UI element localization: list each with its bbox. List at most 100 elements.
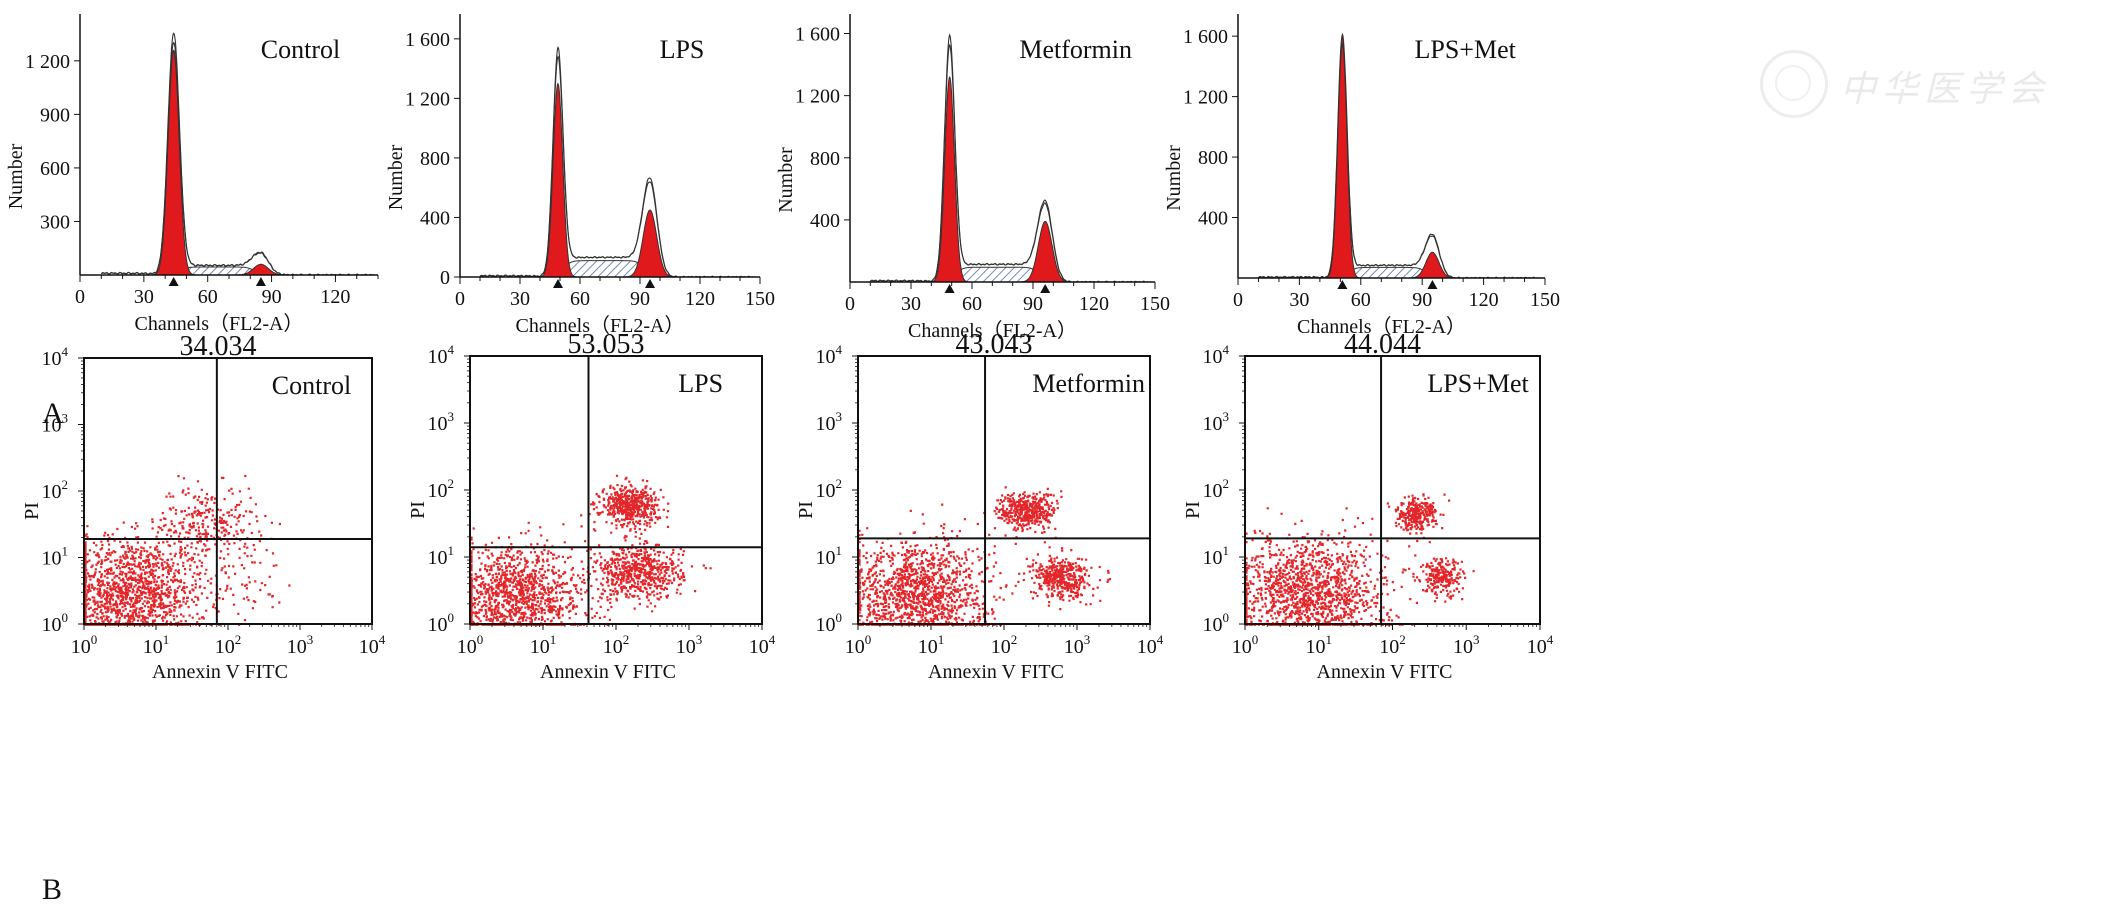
- y-axis-label: Number: [775, 147, 797, 213]
- y-tick-exponent: 1: [836, 543, 843, 558]
- x-tick-label: 103: [1064, 632, 1091, 658]
- x-tick-exponent: 2: [235, 632, 242, 647]
- peak-marker: [553, 279, 563, 288]
- histogram-title: Metformin: [1019, 35, 1132, 64]
- y-tick-label: 102: [1203, 476, 1230, 502]
- y-axis-label: Number: [385, 144, 407, 210]
- dotplot-title: LPS+Met: [1427, 369, 1529, 398]
- x-tick-label: 104: [749, 632, 776, 658]
- x-tick-label: 90: [1023, 293, 1043, 315]
- y-tick-exponent: 4: [1223, 342, 1230, 357]
- x-tick-label: 120: [320, 286, 350, 308]
- event-dots: [1386, 493, 1451, 539]
- y-tick-exponent: 2: [62, 477, 69, 492]
- x-tick-label: 60: [1351, 289, 1371, 311]
- y-tick-label: 1 600: [795, 24, 840, 46]
- x-tick-exponent: 2: [1399, 632, 1406, 647]
- x-tick-exponent: 0: [477, 632, 484, 647]
- event-dots: [130, 474, 281, 573]
- dotplot-title: LPS: [678, 369, 723, 398]
- histogram-panel-4: 0 30 60 90 120 150 400 800 1 200 1 600 LPS+Met Chan…: [1163, 14, 1560, 338]
- x-tick-label: 150: [1140, 293, 1170, 315]
- x-axis-label: Channels（FL2-A）: [516, 314, 685, 337]
- event-dots: [558, 534, 712, 613]
- x-tick-label: 104: [1527, 632, 1554, 658]
- s-phase-area: [480, 260, 756, 278]
- plot-top-label: 53.053: [568, 329, 645, 360]
- y-tick-label: 1 600: [1183, 26, 1228, 48]
- x-tick-label: 120: [685, 288, 715, 310]
- x-tick-label: 102: [215, 632, 242, 658]
- y-tick-exponent: 4: [62, 344, 69, 359]
- plot-top-label: 43.043: [956, 329, 1033, 360]
- y-tick-label: 1 200: [1183, 87, 1228, 109]
- histogram-title: LPS: [660, 35, 705, 64]
- x-axis-label: Annexin V FITC: [152, 661, 288, 683]
- x-axis-label: Channels（FL2-A）: [135, 312, 304, 335]
- x-tick-exponent: 4: [1547, 632, 1554, 647]
- cell-population-1: [858, 503, 1026, 626]
- y-tick-label: 100: [42, 610, 69, 636]
- y-axis-label: PI: [795, 501, 817, 519]
- y-tick-label: 101: [816, 543, 843, 569]
- scatter-points: [858, 486, 1112, 626]
- scatter-points: [1245, 493, 1475, 626]
- y-tick-label: 103: [1203, 409, 1230, 435]
- x-tick-label: 0: [1233, 289, 1243, 311]
- cell-population-3: [1408, 541, 1475, 603]
- histogram-title: LPS+Met: [1415, 35, 1517, 64]
- event-dots: [580, 474, 670, 543]
- y-tick-exponent: 3: [62, 411, 69, 426]
- y-tick-label: 104: [428, 342, 455, 368]
- x-tick-label: 101: [530, 632, 557, 658]
- x-tick-label: 101: [1306, 632, 1333, 658]
- x-tick-label: 102: [991, 632, 1018, 658]
- peak-marker: [1427, 280, 1438, 289]
- event-dots: [84, 496, 257, 626]
- x-tick-exponent: 1: [938, 632, 945, 647]
- x-tick-label: 100: [1232, 632, 1259, 658]
- y-tick-label: 101: [428, 543, 455, 569]
- y-tick-label: 400: [420, 207, 450, 229]
- x-tick-exponent: 1: [163, 632, 170, 647]
- cell-population-2: [1386, 493, 1451, 539]
- cell-population-1: [1245, 507, 1433, 626]
- y-tick-label: 103: [428, 409, 455, 435]
- y-tick-label: 104: [1203, 342, 1230, 368]
- x-tick-label: 90: [262, 286, 282, 308]
- x-tick-exponent: 3: [1084, 632, 1091, 647]
- peak-marker: [944, 284, 955, 293]
- dotplot-title: Metformin: [1032, 369, 1145, 398]
- y-tick-exponent: 2: [448, 476, 455, 491]
- x-tick-exponent: 0: [865, 632, 872, 647]
- x-tick-exponent: 2: [1011, 632, 1018, 647]
- y-tick-label: 102: [428, 476, 455, 502]
- x-tick-label: 0: [845, 293, 855, 315]
- cell-population-2: [983, 486, 1063, 539]
- x-tick-label: 100: [457, 632, 484, 658]
- y-tick-exponent: 0: [448, 610, 455, 625]
- x-axis-label: Channels（FL2-A）: [1297, 315, 1466, 338]
- x-tick-label: 0: [455, 288, 465, 310]
- y-tick-exponent: 4: [836, 342, 843, 357]
- y-axis-label: PI: [407, 501, 429, 519]
- peak-marker: [168, 277, 179, 286]
- y-tick-exponent: 0: [62, 610, 69, 625]
- x-tick-label: 104: [1137, 632, 1164, 658]
- peak-marker: [1040, 284, 1051, 293]
- x-tick-exponent: 0: [91, 632, 98, 647]
- watermark-seal-icon: [1760, 50, 1828, 118]
- histogram-outline-2: [869, 43, 1152, 283]
- y-tick-exponent: 3: [1223, 409, 1230, 424]
- histogram-outline-2: [479, 55, 757, 278]
- x-tick-label: 90: [1412, 289, 1432, 311]
- y-tick-label: 100: [428, 610, 455, 636]
- x-tick-label: 150: [745, 288, 775, 310]
- x-tick-label: 30: [510, 288, 530, 310]
- y-tick-exponent: 3: [448, 409, 455, 424]
- x-tick-label: 60: [570, 288, 590, 310]
- x-tick-label: 103: [1453, 632, 1480, 658]
